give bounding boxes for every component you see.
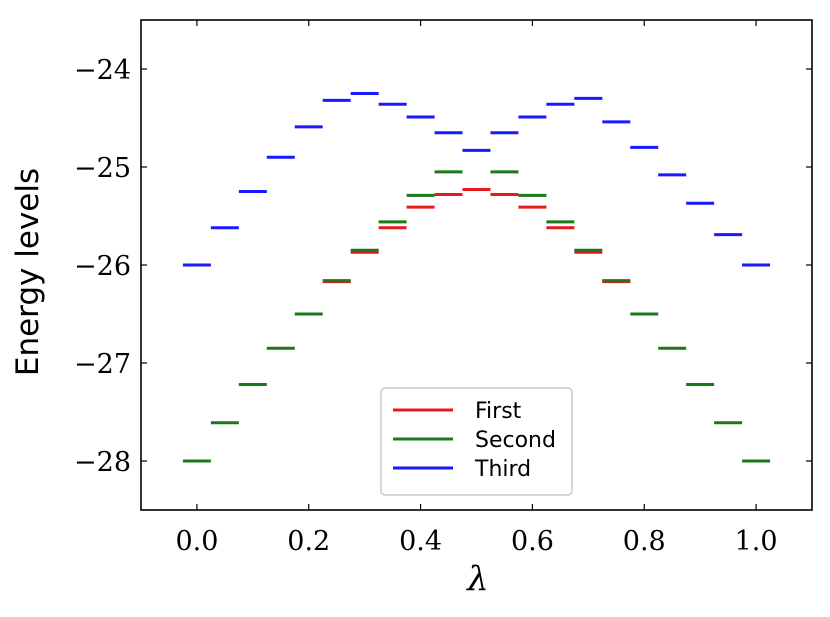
y-tick-label-2: −26	[74, 251, 131, 282]
y-tick-label-4: −28	[74, 447, 131, 478]
y-tick-label-3: −27	[74, 349, 131, 380]
chart-marks	[182, 92, 771, 463]
legend-label-second: Second	[475, 428, 556, 453]
y-tick-label-0: −24	[74, 55, 131, 86]
x-tick-label-1: 0.2	[287, 526, 330, 557]
legend-label-first: First	[475, 399, 522, 424]
legend: First Second Third	[380, 387, 573, 496]
x-tick-label-5: 1.0	[735, 526, 778, 557]
axis-ticks: 0.0 0.2 0.4 0.6 0.8 1.0 −24 −25 −26 −27 −28	[74, 20, 812, 557]
y-tick-label-1: −25	[74, 153, 131, 184]
y-axis-label: Energy levels	[10, 168, 46, 376]
x-tick-label-2: 0.4	[399, 526, 442, 557]
x-tick-label-0: 0.0	[175, 526, 218, 557]
legend-label-third: Third	[474, 457, 531, 482]
x-axis-label: λ	[465, 559, 489, 599]
x-tick-label-4: 0.8	[623, 526, 666, 557]
x-tick-label-3: 0.6	[511, 526, 554, 557]
